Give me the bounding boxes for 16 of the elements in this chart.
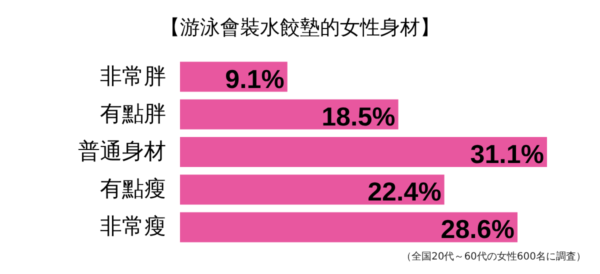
bar [180,174,444,205]
y-tick-label: 有點胖 [100,102,166,127]
y-tick-label: 非常瘦 [100,214,166,240]
y-tick-label: 普通身材 [78,140,166,164]
chart-title: 【游泳會裝水餃墊的女性身材】 [160,15,440,39]
data-label: 18.5% [322,101,396,132]
data-label: 9.1% [225,64,284,94]
y-tick-label: 非常胖 [100,64,166,90]
text: （全国20代～60代の女性600名に調査） [401,250,586,262]
bar [180,212,518,242]
bar [180,137,547,167]
y-tick-label: 有點瘦 [100,177,166,202]
data-label: 31.1% [470,139,544,169]
data-label: 22.4% [368,176,442,207]
data-label: 28.6% [440,214,514,244]
bar [180,99,398,130]
